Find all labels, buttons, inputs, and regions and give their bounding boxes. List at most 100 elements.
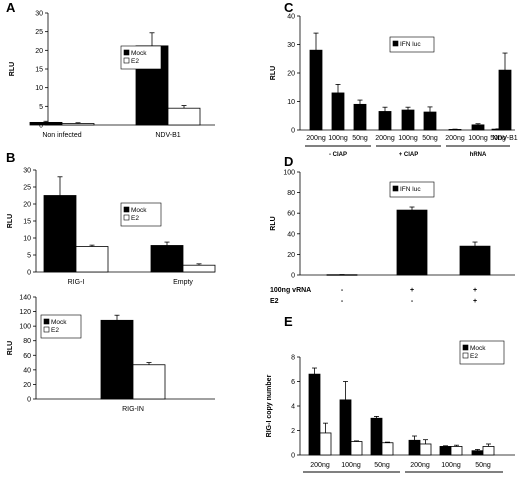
panel-c-y-label: RLU — [270, 66, 277, 80]
panel-e-category-label: 200ng — [310, 462, 330, 469]
panel-d-letter: D — [284, 154, 293, 169]
panel-d-condition-mark: + — [473, 287, 477, 294]
panel-d-y-tick-label: 20 — [287, 252, 295, 259]
panel-b-legend-box — [120, 202, 162, 227]
panel-c-bar — [309, 49, 323, 131]
panel-d-y-tick-label: 0 — [291, 273, 295, 280]
panel-b-letter: B — [6, 150, 15, 165]
panel-d-y-tick-label: 100 — [283, 170, 295, 177]
panel-c-bar — [423, 111, 437, 131]
panel-b2-category-label: RIG-IN — [122, 406, 144, 413]
panel-c-legend-label: IFN luc — [400, 41, 421, 48]
panel-a-y-tick-label: 15 — [35, 67, 43, 74]
panel-b2-bar — [100, 319, 134, 400]
panel-b-bar — [43, 195, 77, 273]
panel-c-bar — [471, 124, 485, 131]
panel-e-legend-label: Mock — [470, 345, 486, 352]
panel-e-y-tick-label: 8 — [291, 355, 295, 362]
panel-c-y-tick-label: 10 — [287, 99, 295, 106]
panel-a-y-tick-label: 30 — [35, 11, 43, 18]
panel-c-group-label: - CIAP — [329, 152, 347, 158]
panel-c-category-label: 50ng — [490, 135, 506, 142]
panel-b2-y-tick-label: 60 — [23, 353, 31, 360]
panel-c-letter: C — [284, 0, 294, 15]
panel-a-y-tick-label: 20 — [35, 48, 43, 55]
panel-b2-y-tick-label: 120 — [19, 309, 31, 316]
panel-a-bar — [29, 121, 63, 126]
panel-a-category-label: Non infected — [42, 132, 81, 139]
panel-d-y-label: RLU — [270, 216, 277, 230]
panel-c-category-label: 200ng — [375, 135, 395, 142]
panel-e-category-label: 100ng — [441, 462, 461, 469]
panel-c-legend-swatch — [392, 40, 399, 47]
panel-c-y-tick-label: 30 — [287, 42, 295, 49]
panel-e-bar — [350, 441, 363, 456]
panel-e-bar — [439, 446, 452, 456]
panel-b-y-tick-label: 5 — [27, 253, 31, 260]
panel-b-y-tick-label: 30 — [23, 168, 31, 175]
panel-b-y-tick-label: 10 — [23, 236, 31, 243]
panel-b2-legend-label: Mock — [51, 319, 67, 326]
panel-c-y-tick-label: 40 — [287, 14, 295, 21]
panel-b2-y-tick-label: 100 — [19, 324, 31, 331]
panel-b-category-label: RIG-I — [68, 279, 85, 286]
panel-b-y-tick-label: 20 — [23, 202, 31, 209]
panel-e-bar — [408, 439, 421, 456]
panel-c-y-tick-label: 20 — [287, 71, 295, 78]
panel-b-bar — [75, 246, 109, 273]
panel-e-y-tick-label: 4 — [291, 404, 295, 411]
panel-c-category-label: 100ng — [398, 135, 418, 142]
panel-c-group-label: hRNA — [470, 152, 487, 158]
panel-a-bar — [167, 107, 201, 126]
panel-a-legend-label: Mock — [131, 50, 147, 57]
panel-d-condition-mark: + — [410, 287, 414, 294]
panel-d-legend-box — [389, 181, 435, 198]
panel-e-bar — [419, 443, 432, 456]
panel-a-legend-swatch — [123, 49, 130, 56]
panel-e-bar — [339, 399, 352, 456]
panel-b2-legend-swatch — [43, 326, 50, 333]
panel-a-y-tick-label: 25 — [35, 29, 43, 36]
panel-e-y-tick-label: 6 — [291, 379, 295, 386]
panel-b2-bar — [132, 364, 166, 400]
panel-e-legend-label: E2 — [470, 353, 478, 360]
panel-a-y-tick-label: 0 — [39, 123, 43, 130]
panel-e-y-tick-label: 2 — [291, 428, 295, 435]
panel-b2-legend-box — [40, 314, 82, 339]
panel-b-legend-swatch — [123, 206, 130, 213]
panel-e-category-label: 50ng — [374, 462, 390, 469]
panel-e-letter: E — [284, 314, 293, 329]
panel-c-category-label: 200ng — [445, 135, 465, 142]
panel-c-bar — [331, 92, 345, 131]
panel-c-category-label: 100ng — [328, 135, 348, 142]
panel-b2-y-label: RLU — [7, 341, 14, 355]
panel-a-legend-label: E2 — [131, 58, 139, 65]
panel-b-y-tick-label: 25 — [23, 185, 31, 192]
panel-d-condition-label: 100ng vRNA — [270, 287, 311, 294]
panel-e-legend-swatch — [462, 344, 469, 351]
panel-e-y-tick-label: 0 — [291, 453, 295, 460]
panel-c-category-label: 50ng — [422, 135, 438, 142]
panel-d-bar — [396, 209, 428, 276]
panel-b2-y-tick-label: 140 — [19, 295, 31, 302]
panel-b-y-label: RLU — [7, 214, 14, 228]
panel-b-legend-label: Mock — [131, 207, 147, 214]
panel-d-condition-label: E2 — [270, 298, 279, 305]
panel-b-y-tick-label: 0 — [27, 270, 31, 277]
panel-c-bar — [378, 111, 392, 131]
panel-a-bar — [61, 123, 95, 126]
panel-b2-y-tick-label: 40 — [23, 367, 31, 374]
panel-c-category-label: NDV-B1 — [492, 135, 517, 142]
panel-b-bar — [150, 245, 184, 273]
panel-e-bar — [450, 446, 463, 456]
panel-c-bar — [498, 69, 512, 131]
panel-e-legend-box — [459, 340, 505, 365]
panel-e-bar — [471, 450, 484, 456]
panel-e-bar — [381, 442, 394, 456]
panel-c-category-label: 50ng — [352, 135, 368, 142]
panel-b2-y-tick-label: 0 — [27, 397, 31, 404]
panel-d-condition-mark: - — [341, 298, 344, 305]
panel-c-category-label: 100ng — [468, 135, 488, 142]
panel-b-category-label: Empty — [173, 279, 193, 286]
panel-d-y-tick-label: 80 — [287, 190, 295, 197]
